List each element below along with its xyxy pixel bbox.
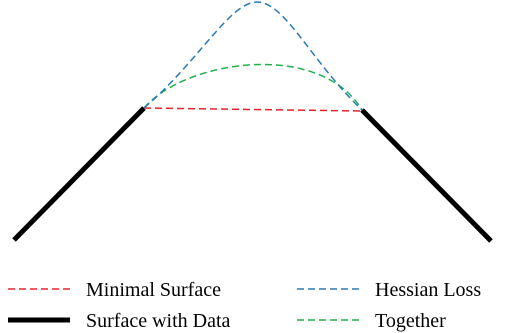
surface-with-data-left-segment (12, 106, 146, 242)
together-curve (143, 63, 363, 111)
legend-item-hessian-loss: Hessian Loss (297, 279, 481, 301)
legend-item-minimal-surface: Minimal Surface (8, 279, 221, 301)
legend-label-minimal-surface: Minimal Surface (86, 279, 221, 301)
legend-label-hessian-loss: Hessian Loss (375, 279, 481, 301)
legend-label-surface-with-data: Surface with Data (86, 310, 231, 332)
surface-with-data-right-segment (360, 108, 493, 243)
hessian-loss-curve (143, 1, 363, 111)
legend-item-surface-with-data: Surface with Data (8, 310, 231, 332)
minimal-surface-curve (143, 107, 363, 112)
legend-item-together: Together (297, 310, 446, 332)
legend-label-together: Together (375, 310, 446, 332)
